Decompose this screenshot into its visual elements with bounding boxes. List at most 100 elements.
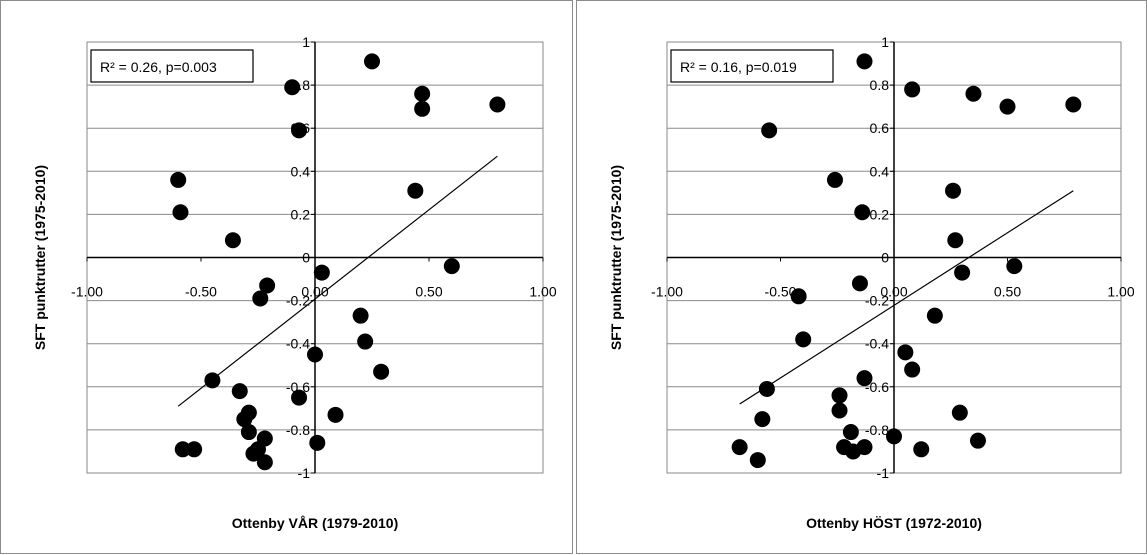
- data-point: [951, 404, 968, 421]
- data-point: [224, 232, 241, 249]
- data-point: [851, 275, 868, 292]
- data-point: [926, 307, 943, 324]
- scatter-chart-host: -1-0.8-0.6-0.4-0.200.20.40.60.81-1.00 -0.…: [608, 34, 1135, 531]
- data-point: [373, 363, 390, 380]
- x-axis-title: Ottenby VÅR (1979-2010): [232, 515, 399, 531]
- trend-line: [739, 190, 1074, 405]
- data-point: [831, 402, 848, 419]
- data-point: [749, 452, 766, 469]
- data-point: [352, 307, 369, 324]
- data-point: [754, 411, 771, 428]
- data-point: [170, 171, 187, 188]
- data-point: [856, 370, 873, 387]
- y-tick-label: -0.8: [286, 422, 310, 438]
- annotation-box: [90, 49, 254, 83]
- data-point: [204, 372, 221, 389]
- data-point: [245, 445, 262, 462]
- stats-annotation: R² = 0.26, p=0.003: [90, 49, 254, 83]
- x-tick-label: 0.50: [415, 284, 442, 300]
- y-tick-label: -0.8: [865, 422, 889, 438]
- y-tick-label: 0: [881, 250, 889, 266]
- data-point: [291, 389, 308, 406]
- data-point: [965, 85, 982, 102]
- data-point: [284, 79, 301, 96]
- data-point: [897, 344, 914, 361]
- y-tick-label: 1: [302, 34, 310, 50]
- data-point: [826, 171, 843, 188]
- y-tick-label: 0: [302, 250, 310, 266]
- data-point: [172, 204, 189, 221]
- data-point: [364, 53, 380, 70]
- y-tick-label: -0.4: [286, 336, 310, 352]
- data-point: [307, 346, 323, 363]
- x-tick-label: -1.00: [651, 284, 683, 300]
- data-point: [231, 383, 248, 400]
- annotation-box: [670, 49, 834, 83]
- data-point: [904, 81, 921, 98]
- data-point: [407, 182, 424, 199]
- data-point: [414, 100, 431, 117]
- data-point: [854, 204, 871, 221]
- y-tick-label: 0.4: [870, 163, 890, 179]
- data-point: [186, 441, 203, 458]
- scatter-chart-var: -1-0.8-0.6-0.4-0.200.20.40.60.81-1.00-0.…: [32, 34, 557, 531]
- data-point: [174, 441, 191, 458]
- data-point: [999, 98, 1016, 115]
- x-tick-label: 0.00: [301, 284, 328, 300]
- data-point: [357, 333, 374, 350]
- y-tick-label: 0.8: [870, 77, 890, 93]
- data-point: [309, 434, 326, 451]
- data-point: [831, 387, 848, 404]
- data-point: [969, 432, 986, 449]
- x-tick-label: 0.50: [994, 284, 1021, 300]
- data-point: [291, 122, 308, 139]
- data-point: [904, 361, 921, 378]
- data-point: [443, 258, 460, 275]
- data-point: [845, 443, 862, 460]
- data-point: [489, 96, 506, 113]
- data-point: [856, 53, 873, 70]
- annotation-text: R² = 0.16, p=0.019: [680, 59, 797, 75]
- data-point: [761, 122, 778, 139]
- x-tick-label: -0.50: [185, 284, 217, 300]
- y-tick-label: 0.6: [870, 120, 890, 136]
- data-point: [795, 331, 812, 348]
- annotation-text: R² = 0.26, p=0.003: [100, 59, 217, 75]
- y-axis-title: SFT punktrutter (1975-2010): [32, 165, 48, 350]
- y-tick-label: -0.2: [286, 293, 310, 309]
- trend-line: [177, 155, 498, 407]
- x-tick-label: 0.00: [880, 284, 907, 300]
- x-axis-title: Ottenby HÖST (1972-2010): [806, 515, 982, 531]
- data-point: [313, 264, 330, 281]
- data-point: [414, 85, 431, 102]
- chart-panel-left: -1-0.8-0.6-0.4-0.200.20.40.60.81-1.00-0.…: [0, 0, 573, 554]
- data-point: [886, 428, 902, 445]
- data-point: [327, 406, 344, 423]
- data-point: [731, 439, 748, 456]
- y-tick-label: -0.4: [865, 336, 889, 352]
- data-point: [1006, 258, 1023, 275]
- y-tick-label: 0.4: [291, 163, 311, 179]
- data-point: [954, 264, 971, 281]
- data-point: [256, 454, 273, 471]
- data-point: [913, 441, 930, 458]
- y-tick-label: -1: [298, 465, 311, 481]
- chart-panel-right: -1 -0.8 -0.6 -0.4 -0.2 0 0.2 0.4 0.6 0.8 1 -1.00 -0.…: [576, 0, 1147, 554]
- y-axis-title: SFT punktrutter (1975-2010): [608, 165, 624, 350]
- y-tick-label: 0.2: [870, 206, 890, 222]
- data-point: [758, 380, 775, 397]
- x-tick-label: 1.00: [529, 284, 556, 300]
- data-point: [790, 288, 807, 305]
- data-point: [1065, 96, 1082, 113]
- y-tick-label: 1: [881, 34, 889, 50]
- y-tick-label: -1: [877, 465, 890, 481]
- data-point: [947, 232, 964, 249]
- data-point: [252, 290, 269, 307]
- data-point: [259, 277, 276, 294]
- data-point: [945, 182, 962, 199]
- data-point: [842, 424, 859, 441]
- stats-annotation: R² = 0.16, p=0.019: [670, 49, 834, 83]
- y-tick-label: 0.2: [291, 206, 311, 222]
- x-tick-label: -0.50: [765, 284, 797, 300]
- data-point: [240, 424, 257, 441]
